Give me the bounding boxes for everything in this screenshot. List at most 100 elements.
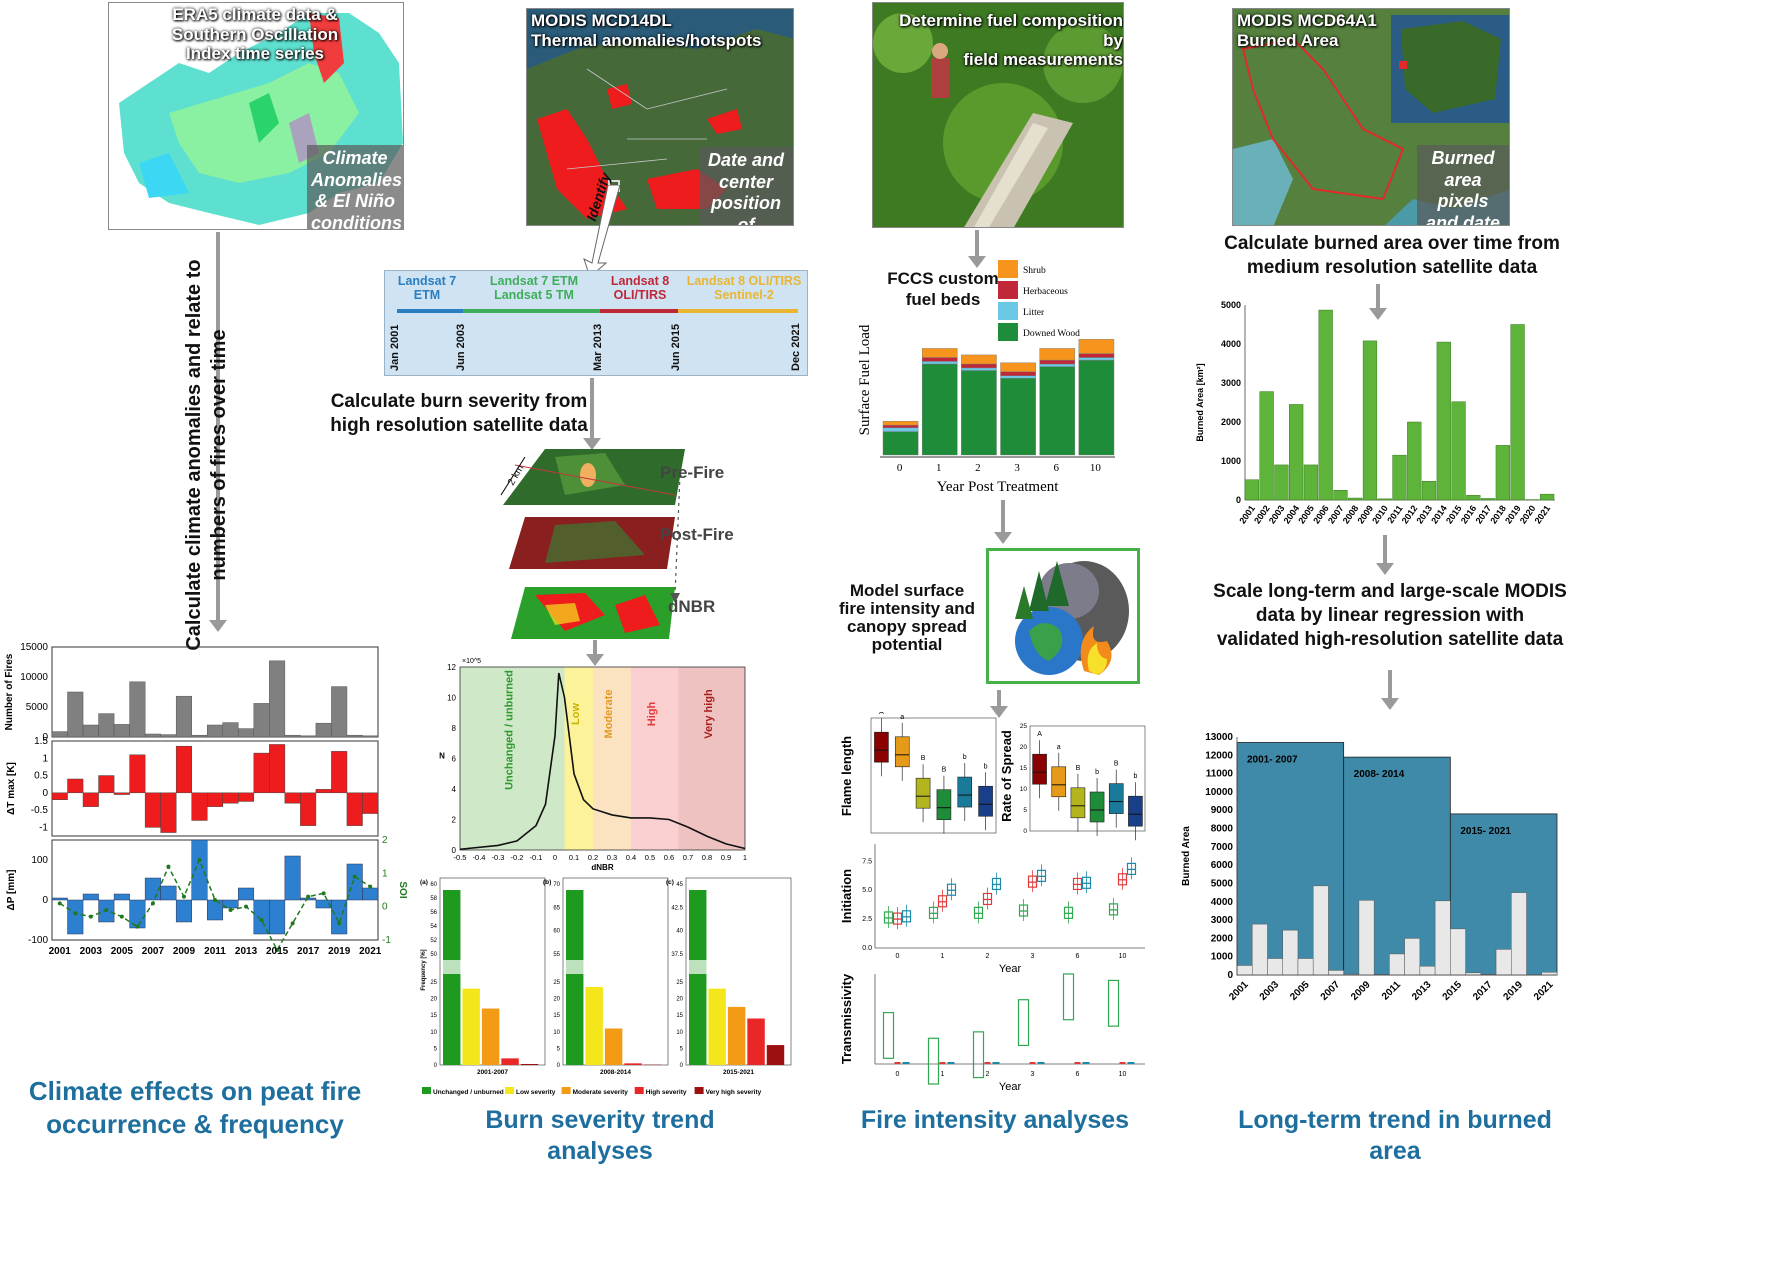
modis-ytick: 4000: [1221, 339, 1241, 349]
dnbr-ymult: ×10^5: [462, 658, 481, 665]
arrow-col4-modis: [1369, 284, 1387, 320]
lt-annual-bar: [1312, 885, 1329, 976]
fuel-legend-swatch: [998, 260, 1018, 278]
lt-xtick: 2015: [1441, 979, 1465, 1003]
fuel-bar-segment: [882, 427, 919, 432]
fuel-bar-segment: [1039, 366, 1076, 456]
fuel-bar-segment: [1078, 359, 1115, 456]
lt-annual-bar: [1282, 929, 1299, 976]
fires-bar: [51, 731, 68, 738]
sev-legend-label: Very high severity: [706, 1089, 762, 1096]
temp-bar: [300, 792, 317, 826]
sev-legend-label: Low severity: [516, 1089, 556, 1096]
lt-annual-bar: [1419, 965, 1436, 976]
sev-ytick: 5: [680, 1046, 684, 1052]
lt-xtick: 2019: [1502, 979, 1526, 1003]
fires-ytick: 10000: [20, 672, 48, 683]
long-term-burned-area-chart: 2001- 2007 2008- 2014 2015- 2021 0 1000 2000 3…: [1181, 732, 1558, 1003]
soi-point: [228, 908, 233, 912]
temp-ytick: -0.5: [31, 805, 49, 816]
modis-ytick: 3000: [1221, 378, 1241, 388]
sev-ytick: 5: [557, 1046, 561, 1052]
sev-bar: [766, 1045, 785, 1065]
modis-bar: [1480, 498, 1496, 501]
climate-xtick: 2013: [235, 946, 258, 957]
lt-ytick: 3000: [1211, 915, 1234, 926]
lt-ytick: 6000: [1211, 860, 1234, 871]
modis-bar: [1407, 421, 1422, 501]
dnbr-ytick: 8: [452, 724, 457, 733]
dnbr-xtick: 0.3: [607, 853, 617, 862]
init-xtick: 10: [1119, 953, 1127, 960]
modis-bar: [1510, 324, 1525, 501]
sev-ytick: 25: [430, 980, 437, 986]
sev-legend-swatch: [634, 1087, 644, 1094]
sev-bar: [727, 1006, 746, 1065]
arrow-col1-down: [209, 232, 227, 632]
climate-xtick: 2021: [359, 946, 382, 957]
sev-ytick: 60: [553, 929, 560, 935]
temp-bar: [191, 792, 208, 821]
sev-period: 2001-2007: [477, 1069, 508, 1076]
timeline-date-3: Mar 2013: [592, 323, 604, 371]
modis-bar: [1244, 479, 1260, 501]
soi-point: [213, 898, 217, 902]
lt-period-label: 2001- 2007: [1247, 754, 1298, 765]
sev-ytick: 40: [676, 929, 683, 935]
init-ytick: 2.5: [862, 916, 872, 923]
soi-point: [368, 884, 373, 889]
fuel-xtick: 6: [1054, 462, 1060, 474]
sev-ytick: 20: [553, 997, 560, 1003]
lt-ytick: 12000: [1205, 750, 1233, 761]
lt-annual-bar: [1434, 900, 1451, 976]
init-ytick: 7.5: [862, 858, 872, 865]
fires-bar: [98, 713, 115, 738]
lt-ytick: 11000: [1206, 769, 1234, 780]
temp-bar: [346, 792, 363, 826]
sev-ytick: 15: [430, 1013, 437, 1019]
sev-ylabel: Frequency [%]: [421, 949, 427, 990]
temp-bar: [175, 745, 192, 794]
box-letter: b: [963, 754, 967, 761]
trans-box: [1107, 979, 1120, 1027]
soi-point: [337, 921, 342, 926]
fires-bar: [269, 660, 286, 738]
init-xtick: 0: [896, 953, 900, 960]
burned-area-map-graphic: [1233, 9, 1509, 225]
arrow-col2-timeline: [583, 378, 601, 450]
dnbr-xtick: -0.2: [511, 853, 524, 862]
sev-ytick: 45: [676, 882, 683, 888]
sev-ytick: 15: [553, 1013, 560, 1019]
dnbr-xtick: 0.8: [702, 853, 712, 862]
soi-point: [244, 904, 249, 909]
fuel-legend-swatch: [998, 302, 1018, 320]
temp-bar: [253, 752, 270, 794]
timeline-seg-2: Landsat 7 ETM Landsat 5 TM: [489, 274, 579, 302]
precip-ytick: 0: [42, 895, 48, 906]
modis-bar: [1392, 454, 1407, 501]
climate-xtick: 2007: [142, 946, 165, 957]
era5-panel-caption: Climate Anomalies & El Niño conditions: [307, 145, 403, 229]
sev-ytick: 0: [557, 1063, 561, 1069]
fuel-xtick: 3: [1014, 462, 1020, 474]
soi-point: [306, 894, 311, 899]
dnbr-class-band: [678, 667, 745, 850]
col4-step1-text: Calculate burned area over time from med…: [1224, 233, 1560, 278]
sev-legend-label: Unchanged / unburned: [433, 1089, 504, 1096]
fires-bar: [113, 724, 130, 738]
fuel-legend-label: Shrub: [1023, 266, 1046, 276]
dnbr-xtick: 0.1: [569, 853, 579, 862]
modis-ytick: 0: [1236, 495, 1241, 505]
sev-ytick: 70: [553, 882, 560, 888]
soi-point: [321, 891, 326, 896]
lt-annual-bar: [1541, 972, 1558, 976]
climate-xtick: 2009: [173, 946, 196, 957]
lt-xtick: 2003: [1258, 979, 1282, 1003]
modis-bar: [1333, 490, 1348, 501]
climate-xtick: 2015: [266, 946, 289, 957]
temp-ytick: 1: [42, 753, 48, 764]
fires-bar: [206, 724, 224, 738]
lt-annual-bar: [1236, 965, 1253, 976]
temp-bar: [362, 792, 379, 814]
burned-area-panel-title: MODIS MCD64A1 Burned Area: [1237, 11, 1377, 50]
